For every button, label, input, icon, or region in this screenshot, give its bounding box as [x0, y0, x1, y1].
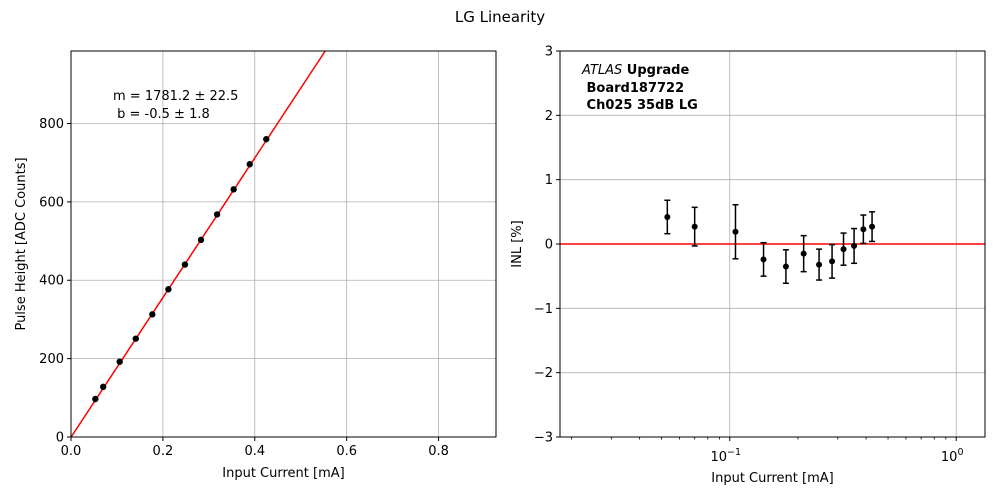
left-y-ticks: 0 200 400 600 800 [39, 117, 71, 446]
left-y-tick-label: 600 [39, 195, 64, 210]
data-point [165, 286, 172, 293]
data-point [860, 226, 867, 233]
inl-point [691, 206, 698, 247]
data-point [263, 135, 270, 143]
left-y-tick-label: 400 [39, 274, 64, 289]
left-x-tick-label: 0.8 [428, 444, 449, 459]
right-y-tick-label: −2 [534, 366, 553, 381]
right-y-tick-label: −3 [534, 431, 553, 446]
data-point [816, 261, 823, 268]
inl-point [732, 204, 739, 260]
data-point [760, 256, 767, 263]
data-point [782, 263, 789, 270]
data-point [851, 242, 858, 249]
data-point [213, 211, 221, 218]
left-axes-frame [70, 50, 497, 438]
data-point [829, 258, 836, 265]
right-y-axis-label: INL [%] [510, 220, 525, 267]
data-point [732, 228, 739, 235]
data-point [246, 161, 253, 168]
right-y-tick-label: 0 [545, 238, 553, 253]
linearity-plot: 0.0 0.2 0.4 0.6 0.8 0 200 400 600 800 Input Curr… [14, 50, 497, 481]
data-point [99, 383, 107, 391]
left-points [92, 135, 270, 403]
inl-point [829, 243, 836, 279]
data-point [840, 246, 847, 253]
data-point [197, 236, 205, 244]
fit-intercept-annotation: b = -0.5 ± 1.8 [113, 107, 210, 122]
left-y-tick-label: 0 [56, 431, 64, 446]
data-point [691, 223, 698, 230]
inl-point [782, 249, 789, 284]
inl-plot: 10−1 100 −3 −2 −1 0 1 2 3 Input Current [mA] IN… [510, 45, 986, 486]
left-fit-line [70, 50, 326, 438]
inl-point [664, 199, 671, 235]
right-points [664, 199, 876, 284]
figure-title: LG Linearity [455, 8, 545, 26]
channel-label: Ch025 35dB LG [582, 98, 698, 113]
data-point [92, 395, 99, 403]
left-x-tick-label: 0.4 [244, 444, 265, 459]
inl-point [860, 214, 867, 245]
right-x-axis-label: Input Current [mA] [711, 471, 833, 486]
data-point [800, 250, 807, 257]
left-y-tick-label: 200 [39, 352, 64, 367]
inl-point [816, 248, 823, 281]
atlas-label-italic: ATLAS [581, 63, 622, 78]
atlas-label-bold: Upgrade [622, 63, 689, 78]
right-y-tick-label: 3 [545, 45, 553, 60]
inl-point [869, 211, 876, 243]
right-y-tick-label: 2 [545, 109, 553, 124]
data-point [132, 335, 139, 342]
right-y-ticks: −3 −2 −1 0 1 2 3 [534, 45, 560, 446]
left-y-axis-label: Pulse Height [ADC Counts] [14, 157, 29, 330]
inl-point [840, 232, 847, 266]
data-point [869, 223, 876, 230]
inl-point [851, 227, 858, 265]
inl-point [760, 241, 767, 277]
left-y-tick-label: 800 [39, 117, 64, 132]
data-point [230, 186, 237, 193]
right-x-tick-label: 10−1 [710, 447, 741, 465]
atlas-label: ATLAS Upgrade [581, 63, 689, 78]
fit-slope-annotation: m = 1781.2 ± 22.5 [113, 89, 238, 104]
left-x-axis-label: Input Current [mA] [222, 466, 344, 481]
right-y-tick-label: −1 [534, 302, 553, 317]
left-x-tick-label: 0.6 [336, 444, 357, 459]
board-label: Board187722 [582, 81, 684, 96]
data-point [149, 311, 156, 318]
data-point [664, 213, 671, 220]
left-x-tick-label: 0.2 [153, 444, 174, 459]
right-y-tick-label: 1 [545, 173, 553, 188]
left-x-ticks: 0.0 0.2 0.4 0.6 0.8 [61, 437, 449, 459]
right-x-ticks: 10−1 100 [571, 437, 964, 465]
data-point [181, 261, 189, 268]
data-point [116, 358, 123, 365]
right-x-tick-label: 100 [941, 447, 964, 465]
inl-point [800, 234, 807, 273]
left-x-tick-label: 0.0 [61, 444, 82, 459]
fit-line [70, 50, 326, 438]
